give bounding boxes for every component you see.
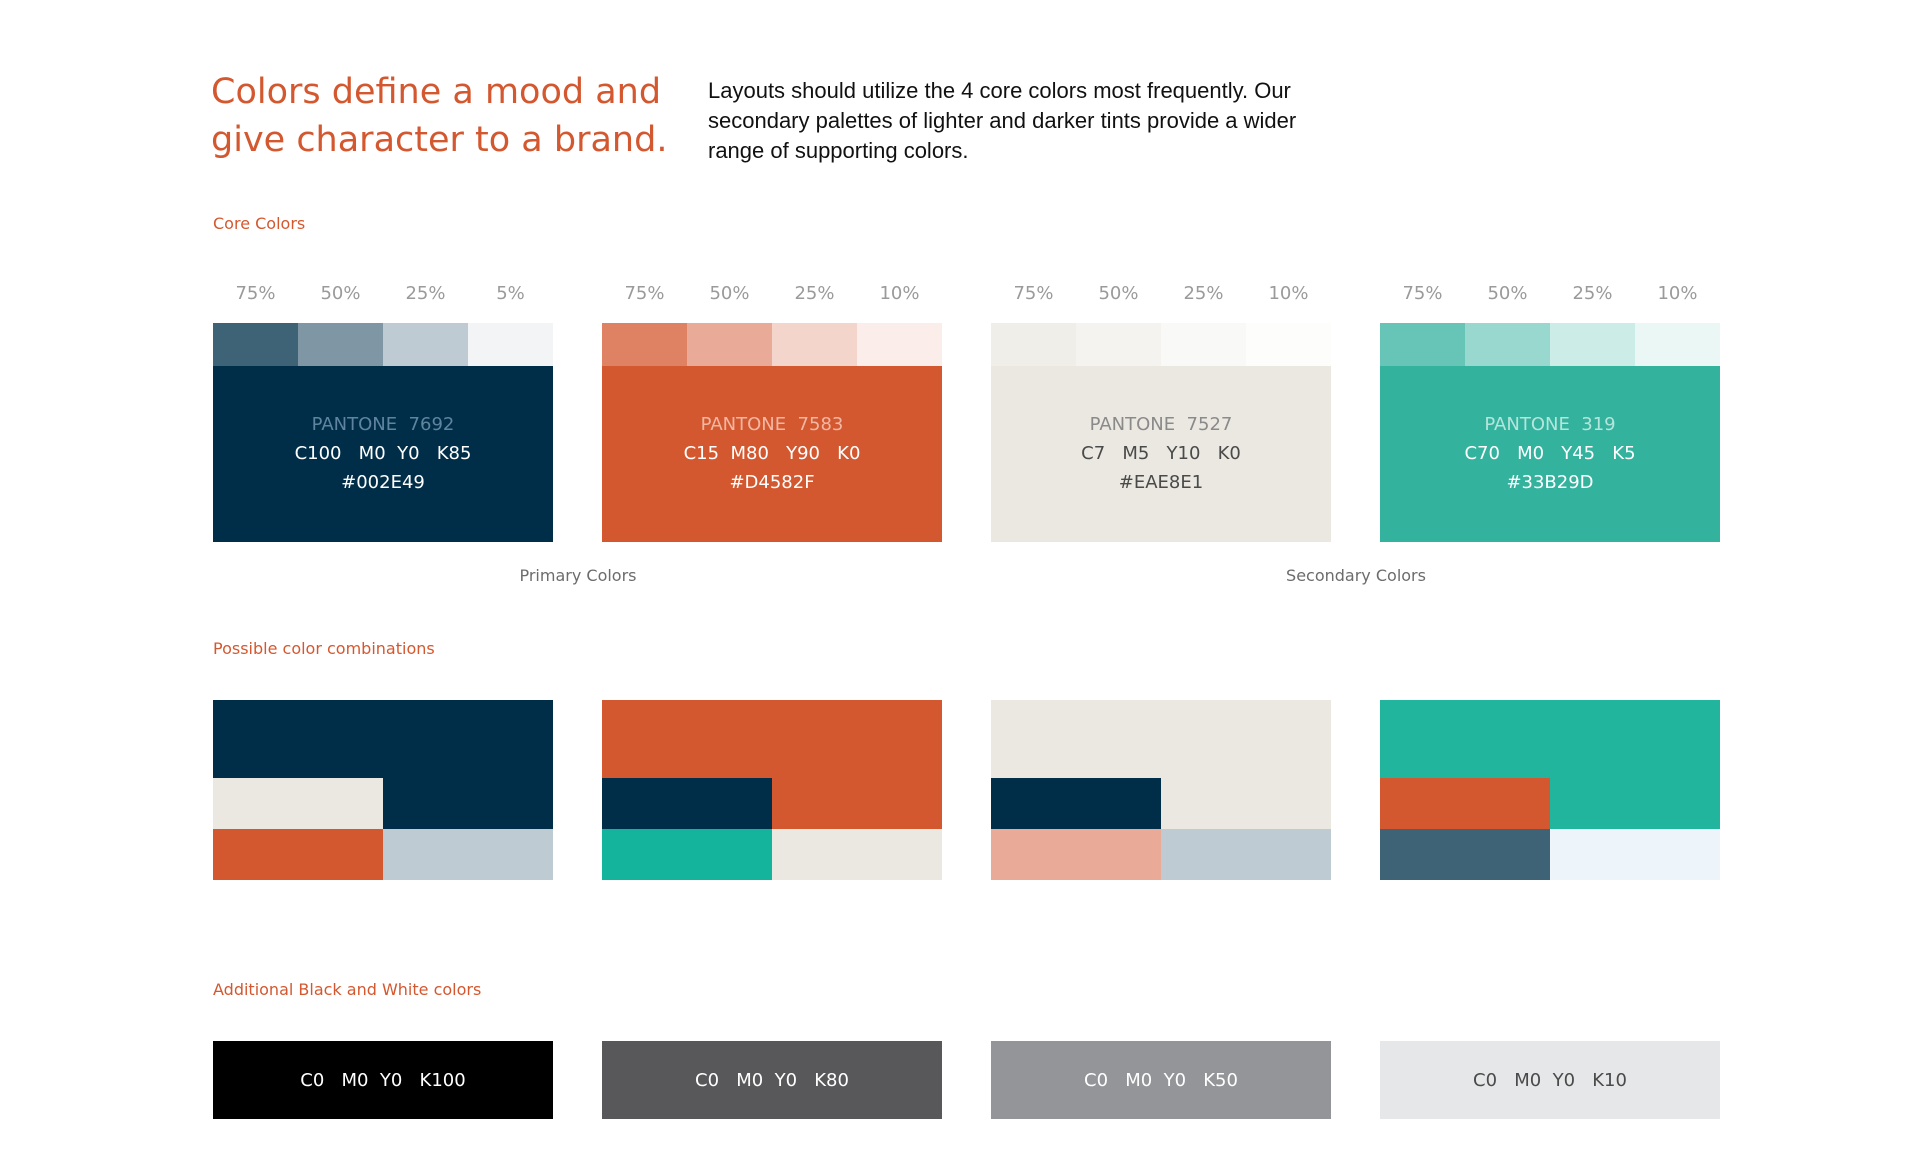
pantone-code: PANTONE 7583	[700, 414, 844, 435]
cmyk-values: C70 M0 Y45 K5	[1464, 443, 1636, 464]
combo-block	[213, 778, 383, 829]
tint-label: 10%	[1657, 283, 1698, 304]
tint-row-orange	[602, 323, 942, 366]
combo-block	[1550, 829, 1720, 880]
tint-swatch	[1246, 323, 1331, 366]
tint-label: 10%	[879, 283, 920, 304]
pantone-code: PANTONE 7527	[1089, 414, 1233, 435]
tint-swatch	[1465, 323, 1550, 366]
tint-labels-teal: 75% 50% 25% 10%	[1380, 283, 1720, 304]
hex-code: #EAE8E1	[1118, 472, 1204, 493]
tint-swatch	[213, 323, 298, 366]
cmyk-values: C15 M80 Y90 K0	[683, 443, 861, 464]
combination-orange	[602, 700, 942, 880]
combinations-title: Possible color combinations	[213, 639, 435, 658]
tint-swatch	[991, 323, 1076, 366]
tint-label: 50%	[1098, 283, 1139, 304]
tint-label: 75%	[624, 283, 665, 304]
tint-swatch	[468, 323, 553, 366]
tint-labels-orange: 75% 50% 25% 10%	[602, 283, 942, 304]
tint-label: 10%	[1268, 283, 1309, 304]
tint-label: 25%	[1183, 283, 1224, 304]
tint-label: 25%	[794, 283, 835, 304]
tint-swatch	[1380, 323, 1465, 366]
tint-labels-beige: 75% 50% 25% 10%	[991, 283, 1331, 304]
combo-block	[772, 829, 942, 880]
combo-block	[213, 829, 383, 880]
hex-code: #002E49	[341, 472, 425, 493]
combo-block	[1380, 778, 1550, 829]
tint-label: 75%	[1013, 283, 1054, 304]
tint-swatch	[602, 323, 687, 366]
tint-label: 50%	[709, 283, 750, 304]
combination-teal	[1380, 700, 1720, 880]
mid-gray-swatch: C0 M0 Y0 K50	[991, 1041, 1331, 1119]
core-swatch-navy: PANTONE 7692 C100 M0 Y0 K85 #002E49	[213, 366, 553, 542]
tint-label: 25%	[1572, 283, 1613, 304]
combo-block	[1380, 829, 1550, 880]
combo-block	[991, 829, 1161, 880]
combo-block	[383, 829, 553, 880]
combination-navy	[213, 700, 553, 880]
tint-label: 75%	[235, 283, 276, 304]
tint-row-navy	[213, 323, 553, 366]
core-swatch-beige: PANTONE 7527 C7 M5 Y10 K0 #EAE8E1	[991, 366, 1331, 542]
cmyk-values: C100 M0 Y0 K85	[294, 443, 472, 464]
pantone-code: PANTONE 319	[1484, 414, 1616, 435]
tint-swatch	[857, 323, 942, 366]
combo-block	[991, 778, 1161, 829]
pantone-code: PANTONE 7692	[311, 414, 455, 435]
intro-paragraph: Layouts should utilize the 4 core colors…	[708, 78, 1297, 163]
tint-swatch	[1076, 323, 1161, 366]
combination-beige	[991, 700, 1331, 880]
primary-colors-label: Primary Colors	[519, 566, 637, 585]
light-gray-swatch: C0 M0 Y0 K10	[1380, 1041, 1720, 1119]
black-white-title: Additional Black and White colors	[213, 980, 482, 999]
tint-swatch	[383, 323, 468, 366]
cmyk-values: C7 M5 Y10 K0	[1081, 443, 1241, 464]
black-swatch: C0 M0 Y0 K100	[213, 1041, 553, 1119]
tint-swatch	[687, 323, 772, 366]
tint-label: 5%	[496, 283, 525, 304]
dark-gray-swatch: C0 M0 Y0 K80	[602, 1041, 942, 1119]
secondary-colors-label: Secondary Colors	[1286, 566, 1426, 585]
core-swatch-teal: PANTONE 319 C70 M0 Y45 K5 #33B29D	[1380, 366, 1720, 542]
tint-labels-navy: 75% 50% 25% 5%	[213, 283, 553, 304]
tint-label: 50%	[320, 283, 361, 304]
tint-swatch	[772, 323, 857, 366]
tint-swatch	[1161, 323, 1246, 366]
hex-code: #D4582F	[729, 472, 815, 493]
tint-row-teal	[1380, 323, 1720, 366]
hex-code: #33B29D	[1506, 472, 1594, 493]
tint-label: 25%	[405, 283, 446, 304]
page-headline: Colors define a mood and give character …	[211, 72, 668, 160]
combo-block	[602, 829, 772, 880]
tint-label: 75%	[1402, 283, 1443, 304]
tint-swatch	[1550, 323, 1635, 366]
tint-label: 50%	[1487, 283, 1528, 304]
tint-swatch	[298, 323, 383, 366]
tint-row-beige	[991, 323, 1331, 366]
core-swatch-orange: PANTONE 7583 C15 M80 Y90 K0 #D4582F	[602, 366, 942, 542]
combo-block	[602, 778, 772, 829]
core-colors-title: Core Colors	[213, 214, 306, 233]
tint-swatch	[1635, 323, 1720, 366]
combo-block	[1161, 829, 1331, 880]
